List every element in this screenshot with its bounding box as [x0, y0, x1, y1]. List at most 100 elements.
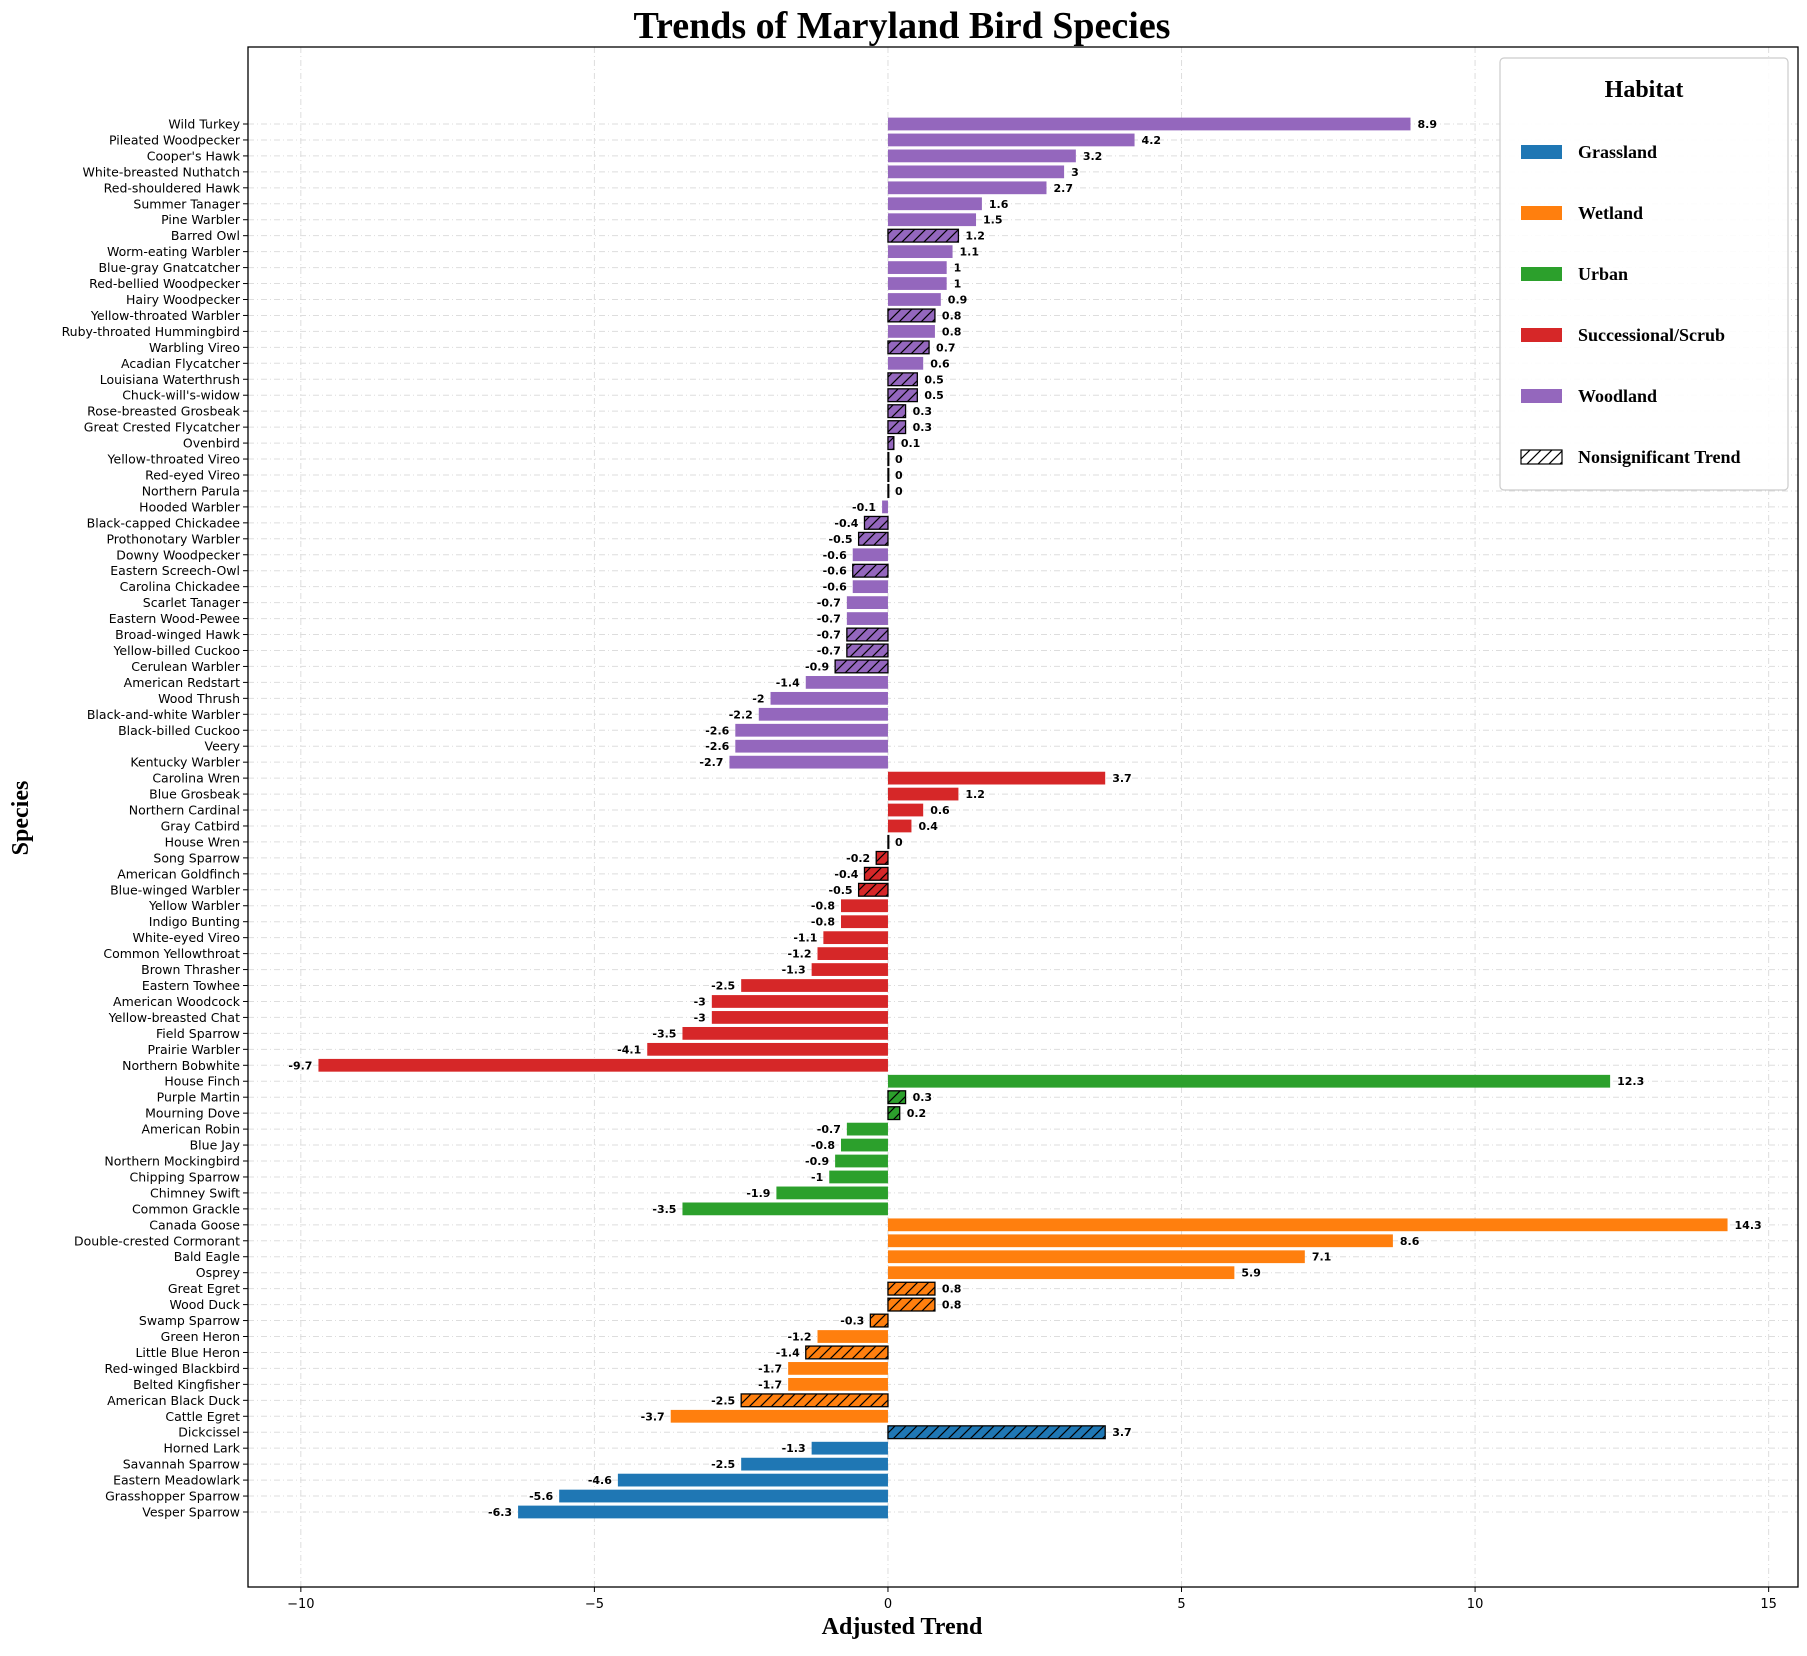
- y-tick-label: Red-bellied Woodpecker: [89, 276, 241, 291]
- bar: [887, 388, 918, 403]
- bar-value-label: 0.3: [913, 405, 933, 418]
- bar: [887, 1297, 936, 1312]
- bar: [518, 1505, 888, 1519]
- bar-fill: [805, 676, 888, 689]
- bar: [823, 931, 888, 945]
- bar-hatch: [887, 372, 918, 387]
- bar-fill: [887, 117, 1411, 131]
- legend-swatch: [1521, 389, 1562, 403]
- bar: [852, 580, 888, 594]
- bar-value-label: 5.9: [1241, 1267, 1261, 1280]
- bar-value-label: 0.5: [924, 373, 944, 386]
- y-tick-label: Common Yellowthroat: [103, 946, 240, 961]
- bar-value-label: -0.5: [829, 884, 853, 897]
- bar-fill: [711, 1011, 888, 1024]
- bar-value-label: -0.8: [811, 1139, 835, 1152]
- bar: [887, 356, 924, 370]
- bar: [840, 915, 888, 929]
- y-tick-label: Gray Catbird: [161, 818, 240, 833]
- x-tick-labels: −10 −5 0 5 10 15: [287, 1587, 1777, 1612]
- bar-fill: [788, 1377, 888, 1391]
- legend-label: Successional/Scrub: [1578, 325, 1725, 345]
- bar-value-label: -4.6: [588, 1474, 612, 1487]
- bar-value-label: 14.3: [1735, 1219, 1762, 1232]
- bar-value-label: -1.2: [787, 948, 811, 961]
- y-tick-label: Hairy Woodpecker: [126, 292, 241, 307]
- y-tick-label: Ruby-throated Hummingbird: [62, 324, 240, 339]
- legend-swatch: [1521, 328, 1562, 342]
- bar-value-label: 3.2: [1083, 150, 1103, 163]
- bar-fill: [887, 356, 924, 370]
- bar-value-label: -2.2: [729, 708, 753, 721]
- bar: [887, 117, 1411, 131]
- bar-value-label: 2.7: [1053, 182, 1073, 195]
- bar-hatch: [887, 467, 890, 483]
- bar-fill: [776, 1186, 888, 1200]
- x-axis-label: Adjusted Trend: [822, 1614, 983, 1640]
- bar-value-label: 3.7: [1112, 1426, 1132, 1439]
- bar: [882, 500, 888, 514]
- bar: [682, 1026, 888, 1040]
- y-tick-label: Field Sparrow: [156, 1026, 240, 1041]
- bar-value-label: -3.5: [652, 1027, 676, 1040]
- y-tick-label: Black-capped Chickadee: [87, 515, 241, 530]
- y-tick-label: Bald Eagle: [174, 1249, 241, 1264]
- bar-value-label: 0.3: [913, 1091, 933, 1104]
- bar-fill: [887, 803, 924, 817]
- bar: [834, 659, 889, 674]
- bar-hatch: [863, 866, 889, 881]
- bar-fill: [887, 245, 953, 259]
- bar-value-label: -0.7: [817, 629, 841, 642]
- legend-swatch: [1521, 145, 1562, 159]
- bar-hatch: [805, 1345, 889, 1360]
- bar-value-label: 0.6: [930, 357, 950, 370]
- bar-value-label: -1.2: [787, 1331, 811, 1344]
- bar: [887, 1090, 907, 1105]
- y-tick-label: Carolina Wren: [152, 771, 240, 786]
- y-tick-label: Prairie Warbler: [148, 1042, 241, 1057]
- bar-value-label: -3.5: [652, 1203, 676, 1216]
- bar: [887, 308, 936, 323]
- bar: [805, 676, 888, 689]
- bar-hatch: [852, 563, 889, 578]
- y-tick-label: Red-shouldered Hawk: [104, 180, 241, 195]
- bar-value-label: 3: [1071, 166, 1079, 179]
- bar: [811, 1441, 888, 1455]
- bar-value-label: 0.9: [948, 293, 968, 306]
- y-tick-label: Broad-winged Hawk: [115, 627, 241, 642]
- bar-fill: [729, 755, 888, 769]
- bar-fill: [735, 739, 888, 753]
- bar-fill: [887, 1250, 1305, 1264]
- x-tick-label: −5: [585, 1597, 604, 1612]
- legend-entry: Nonsignificant Trend: [1520, 447, 1741, 467]
- bar: [863, 515, 889, 530]
- bar: [840, 899, 888, 913]
- bar-fill: [852, 548, 888, 562]
- bar-fill: [887, 149, 1076, 163]
- bar-fill: [887, 1234, 1393, 1248]
- bar-value-label: 0.2: [907, 1107, 927, 1120]
- bar-fill: [887, 1074, 1611, 1088]
- bar-value-label: -9.7: [288, 1059, 312, 1072]
- bar-value-label: 1: [954, 278, 962, 291]
- bar: [887, 787, 959, 801]
- y-tick-label: Pileated Woodpecker: [109, 132, 241, 147]
- bar: [863, 866, 889, 881]
- bar-value-label: 12.3: [1617, 1075, 1644, 1088]
- y-tick-label: Little Blue Heron: [135, 1345, 240, 1360]
- bar-value-label: 0.3: [913, 421, 933, 434]
- legend-label: Urban: [1578, 264, 1628, 284]
- bar-value-label: -1.3: [782, 1442, 806, 1455]
- bar-fill: [840, 915, 888, 929]
- bar: [887, 325, 935, 338]
- bar: [846, 1122, 888, 1136]
- bar: [887, 228, 960, 243]
- y-tick-label: Eastern Wood-Pewee: [109, 611, 241, 626]
- bar-fill: [887, 787, 959, 801]
- bar-value-label: -0.9: [805, 660, 829, 673]
- bar: [887, 372, 918, 387]
- legend-entry: Grassland: [1521, 142, 1657, 162]
- bar: [887, 404, 907, 419]
- bar-value-label: 1.2: [965, 788, 985, 801]
